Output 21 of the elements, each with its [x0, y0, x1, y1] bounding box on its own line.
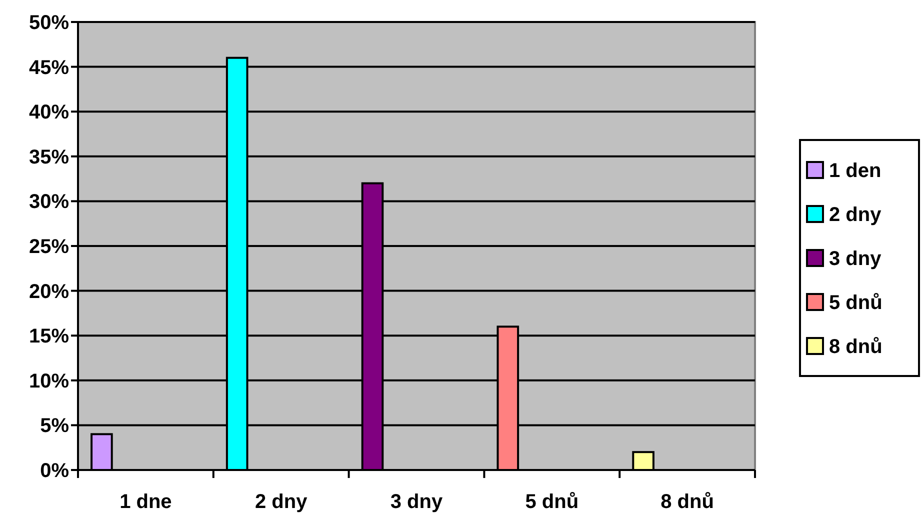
- y-tick-label: 0%: [40, 460, 70, 482]
- legend-label: 5 dnů: [829, 292, 882, 314]
- y-tick-label: 50%: [28, 12, 70, 34]
- x-tick-label: 1 dne: [120, 491, 172, 513]
- y-tick-label: 40%: [28, 102, 70, 124]
- legend-label: 2 dny: [829, 204, 882, 226]
- y-tick-label: 30%: [28, 191, 70, 214]
- x-tick-label: 3 dny: [390, 491, 444, 513]
- y-tick-label: 45%: [28, 56, 70, 79]
- x-tick-label: 5 dnů: [525, 491, 579, 513]
- legend-label: 8 dnů: [829, 336, 882, 358]
- legend-label: 1 den: [829, 160, 882, 182]
- x-tick-label: 2 dny: [254, 491, 308, 513]
- y-tick-label: 15%: [28, 326, 70, 348]
- y-tick-label: 25%: [28, 236, 70, 258]
- y-tick-label: 5%: [40, 415, 70, 438]
- x-tick-label: 8 dnů: [660, 491, 714, 513]
- legend-label: 3 dny: [829, 248, 882, 270]
- y-tick-label: 10%: [28, 370, 70, 392]
- y-tick-label: 35%: [28, 146, 70, 168]
- y-tick-label: 20%: [28, 280, 70, 303]
